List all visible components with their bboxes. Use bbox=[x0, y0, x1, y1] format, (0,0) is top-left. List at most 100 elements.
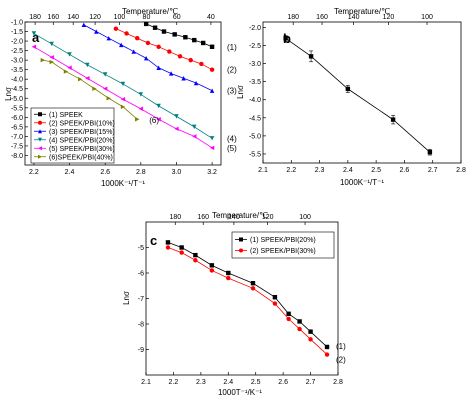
x-tick-label: 2.4 bbox=[223, 379, 233, 386]
y-tick-label: -8.0 bbox=[11, 153, 23, 160]
top-tick-label: 180 bbox=[287, 14, 299, 21]
data-point bbox=[63, 69, 69, 74]
y-tick-label: -7 bbox=[138, 296, 144, 303]
y-tick-label: -5.0 bbox=[11, 96, 23, 103]
data-point bbox=[156, 65, 161, 70]
x-tick-label: 2.8 bbox=[333, 379, 343, 386]
y-tick-label: -9 bbox=[138, 347, 144, 354]
y-tick-label: -4.0 bbox=[11, 77, 23, 84]
series-line bbox=[83, 24, 213, 92]
data-point bbox=[209, 268, 215, 273]
data-point bbox=[297, 319, 302, 324]
data-point bbox=[120, 81, 126, 87]
data-point bbox=[135, 36, 140, 41]
top-axis-label: Temperature/℃ bbox=[212, 211, 268, 220]
top-tick-label: 140 bbox=[67, 14, 79, 21]
data-point bbox=[143, 21, 149, 27]
legend-label: (3) SPEEK/PBI(15%) bbox=[49, 129, 115, 136]
y-tick-label: -1.5 bbox=[11, 29, 23, 36]
y-tick-label: -3.0 bbox=[11, 58, 23, 65]
top-tick-label: 100 bbox=[299, 214, 311, 221]
data-point bbox=[102, 72, 108, 77]
series-line bbox=[115, 28, 213, 71]
x-tick-label: 2.5 bbox=[371, 167, 381, 174]
plot-frame bbox=[24, 21, 222, 166]
x-tick-label: 2.5 bbox=[251, 379, 261, 386]
data-point bbox=[209, 88, 215, 93]
data-point bbox=[120, 97, 126, 102]
top-tick-label: 160 bbox=[316, 14, 328, 21]
series-line bbox=[42, 59, 138, 120]
top-tick-label: 120 bbox=[89, 14, 101, 21]
data-point bbox=[193, 258, 198, 263]
data-point bbox=[168, 71, 174, 76]
data-point bbox=[174, 126, 179, 131]
data-point bbox=[138, 106, 144, 111]
series-2: (2) bbox=[113, 26, 237, 75]
data-point bbox=[172, 32, 177, 37]
data-point bbox=[272, 295, 278, 300]
top-tick-label: 180 bbox=[169, 214, 181, 221]
series-annotation: (6) bbox=[149, 116, 159, 125]
data-point bbox=[85, 62, 90, 68]
series-4: (4) bbox=[31, 31, 237, 143]
x-tick-label: 2.4 bbox=[65, 169, 75, 176]
data-point bbox=[272, 301, 278, 306]
panel-letter: c bbox=[150, 233, 157, 248]
top-tick-label: 60 bbox=[173, 14, 181, 21]
data-point bbox=[209, 67, 215, 72]
x-tick-label: 2.7 bbox=[428, 167, 438, 174]
data-point bbox=[345, 86, 351, 92]
x-tick-label: 2.6 bbox=[278, 379, 288, 386]
data-point bbox=[179, 250, 184, 255]
data-point bbox=[324, 352, 330, 357]
data-point bbox=[156, 44, 161, 49]
x-tick-label: 2.3 bbox=[196, 379, 206, 386]
series-annotation: (3) bbox=[227, 87, 237, 96]
data-point bbox=[390, 117, 396, 122]
top-tick-label: 40 bbox=[207, 14, 215, 21]
series-line bbox=[167, 247, 328, 355]
y-tick-label: -5 bbox=[138, 245, 144, 252]
y-tick-label: -3.5 bbox=[249, 79, 261, 86]
y-tick-label: -6.0 bbox=[11, 115, 23, 122]
x-tick-label: 2.1 bbox=[258, 167, 268, 174]
data-point bbox=[67, 65, 72, 70]
top-axis-label: Temperature/℃ bbox=[122, 7, 178, 16]
legend-marker bbox=[38, 112, 42, 117]
data-point bbox=[40, 57, 46, 63]
data-point bbox=[124, 31, 129, 36]
legend-marker bbox=[239, 237, 243, 242]
series-5: (5) bbox=[31, 44, 237, 153]
top-tick-label: 100 bbox=[114, 14, 126, 21]
top-tick-label: 180 bbox=[29, 14, 41, 21]
legend-marker bbox=[38, 154, 42, 159]
y-tick-label: -2.0 bbox=[11, 39, 23, 46]
data-point bbox=[161, 29, 167, 34]
legend-label: (5) SPEEK/PBI(30%) bbox=[49, 146, 115, 153]
data-point bbox=[165, 245, 171, 250]
data-point bbox=[226, 270, 231, 276]
x-tick-label: 2.2 bbox=[286, 167, 296, 174]
data-point bbox=[120, 104, 126, 110]
top-tick-label: 140 bbox=[348, 14, 360, 21]
top-axis-label: Temperature/℃ bbox=[334, 7, 390, 16]
data-point bbox=[85, 76, 90, 81]
top-tick-label: 120 bbox=[383, 14, 395, 21]
data-point bbox=[78, 77, 83, 82]
data-point bbox=[283, 36, 288, 41]
series-annotation: (1) bbox=[336, 342, 346, 351]
x-axis-label: 1000T⁻¹/K⁻¹ bbox=[218, 388, 262, 397]
y-tick-label: -5.0 bbox=[249, 133, 261, 140]
data-point bbox=[226, 275, 231, 281]
legend-marker bbox=[38, 120, 42, 125]
top-tick-label: 100 bbox=[421, 14, 433, 21]
data-point bbox=[67, 52, 72, 57]
y-tick-label: -7.0 bbox=[11, 134, 23, 141]
data-point bbox=[427, 149, 433, 155]
y-tick-label: -4.0 bbox=[249, 97, 261, 104]
legend: (1) SPEEK(2) SPEEK/PBI(10%) (3) SPEEK/PBI… bbox=[30, 107, 115, 164]
series-2: (2) bbox=[165, 245, 346, 365]
y-tick-label: -2.5 bbox=[249, 43, 261, 50]
